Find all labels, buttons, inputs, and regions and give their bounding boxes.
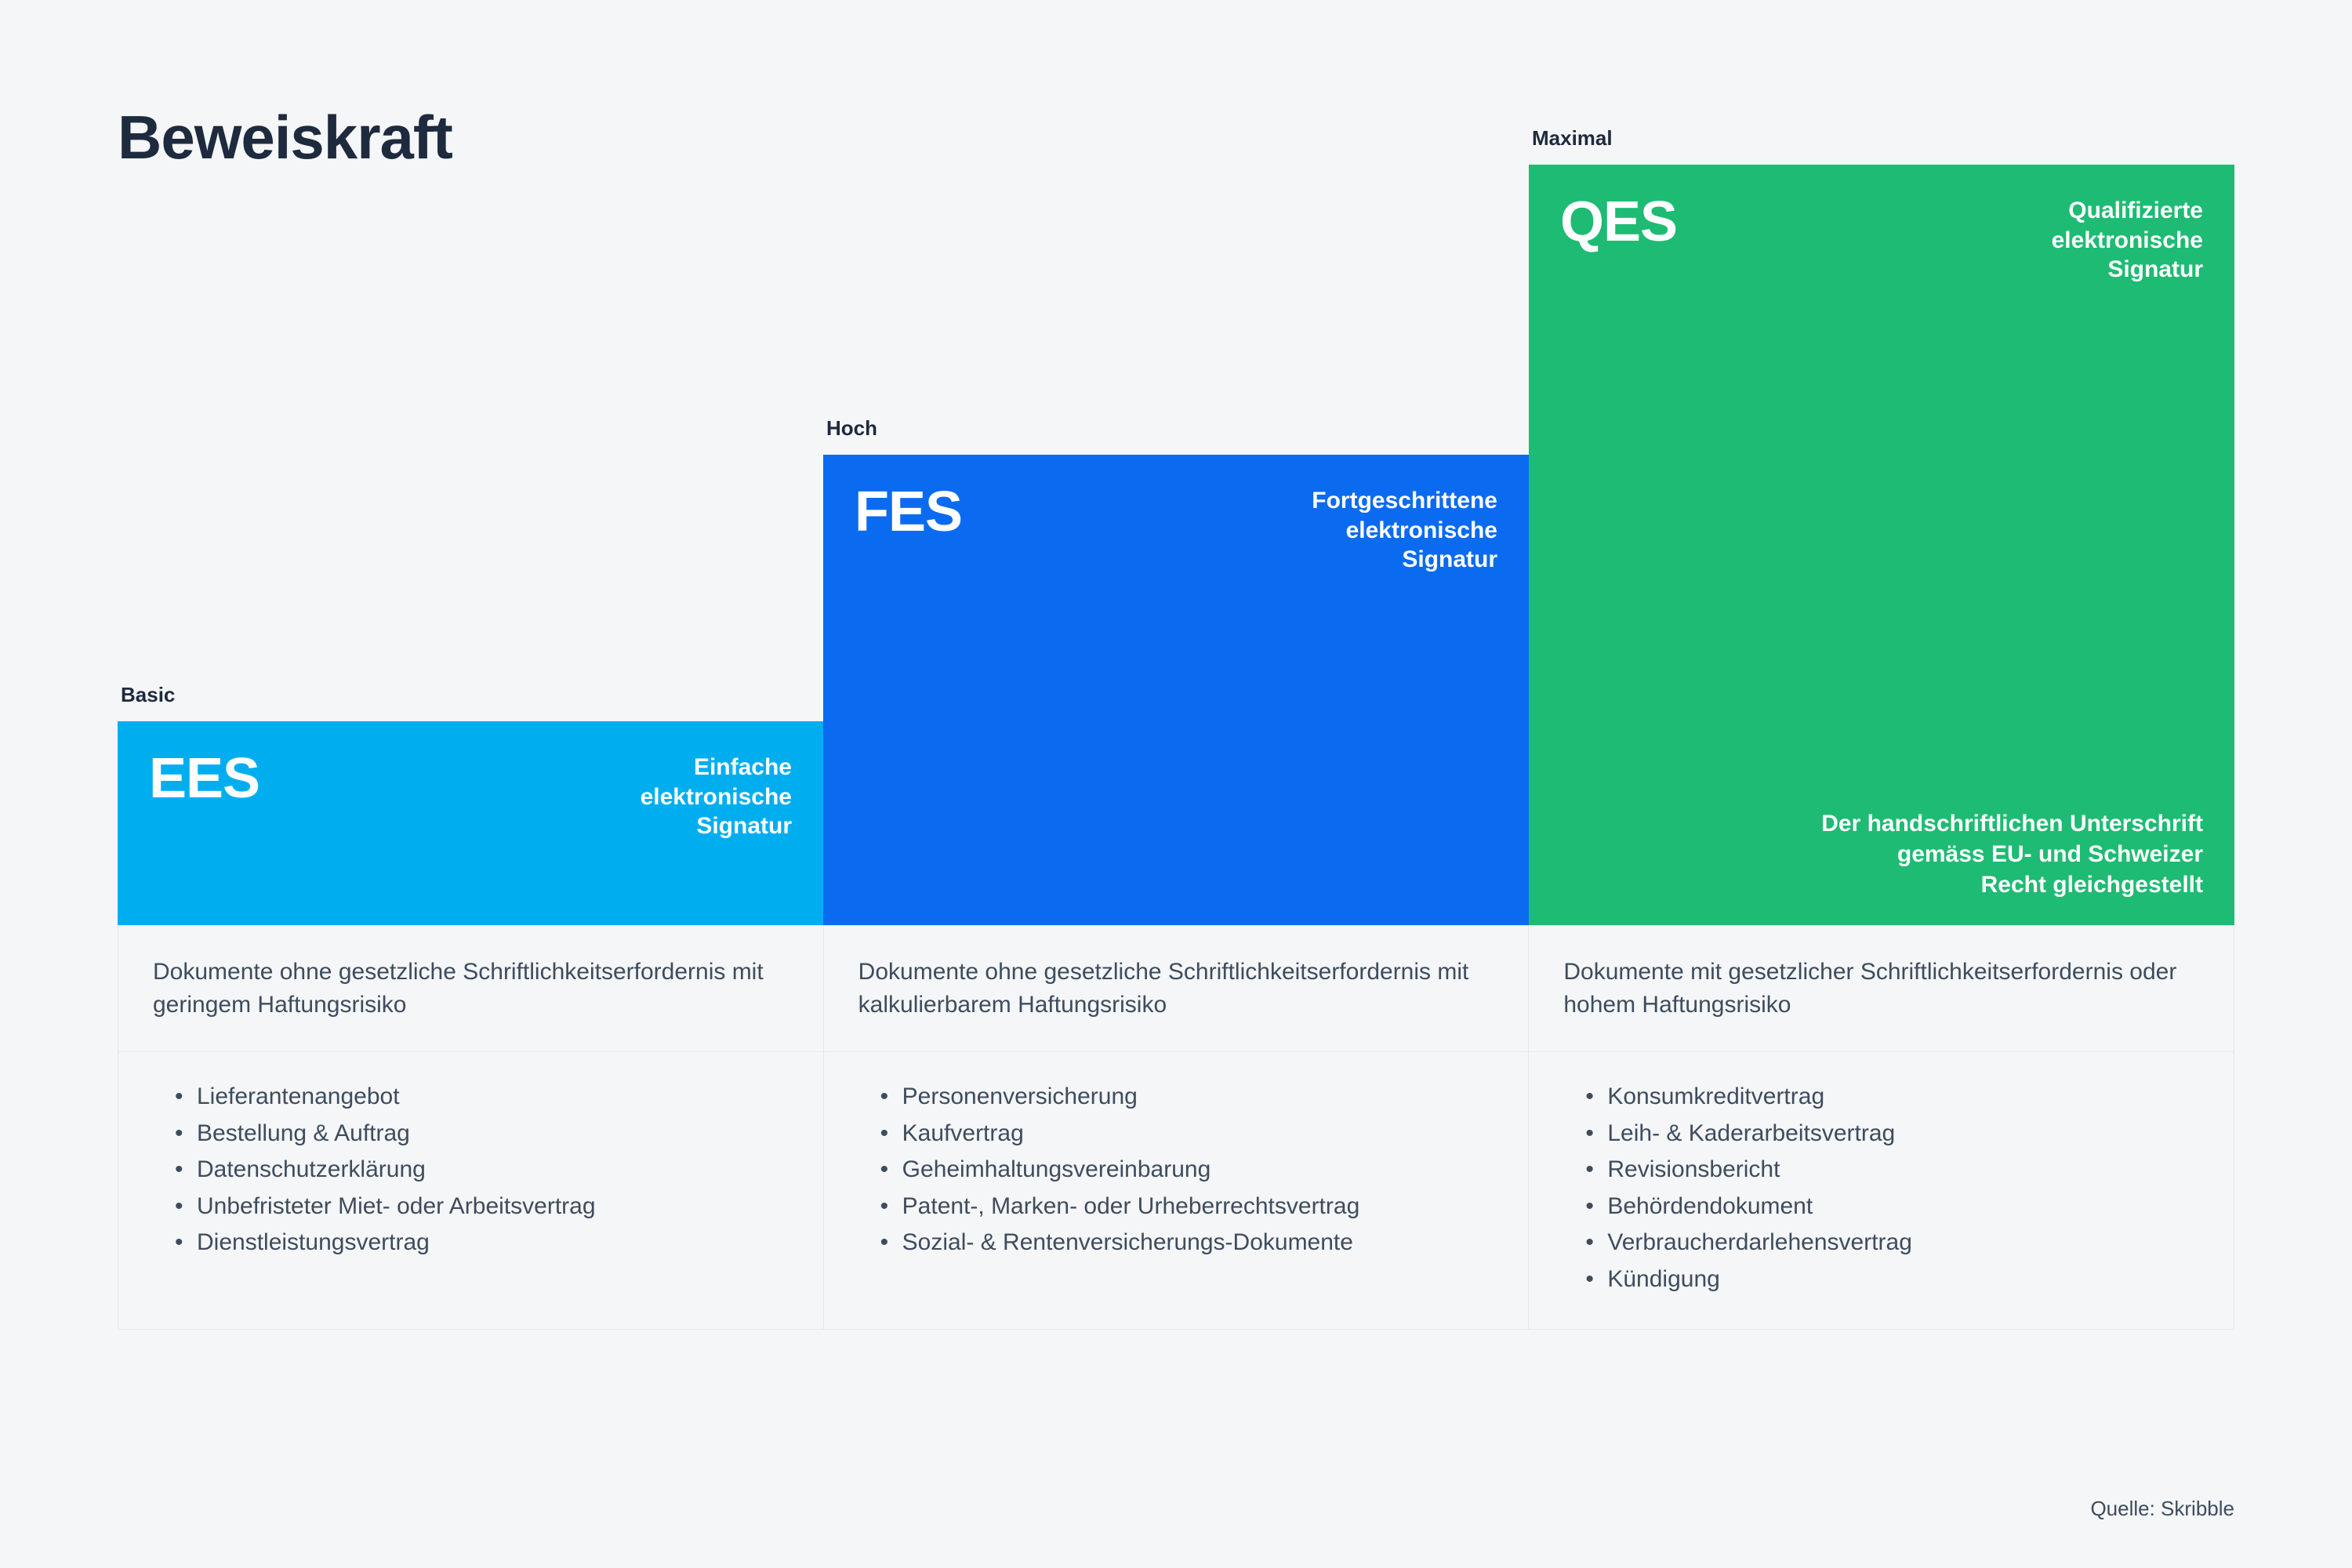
list-item: Lieferantenangebot [178,1079,789,1116]
list-item: Revisionsbericht [1588,1152,2199,1189]
examples-row: LieferantenangebotBestellung & AuftragDa… [118,1052,2234,1330]
qes-abbrev: QES [1560,190,1677,254]
list-item: Bestellung & Auftrag [178,1116,789,1152]
fes-description: Dokumente ohne gesetzliche Schriftlichke… [824,925,1530,1052]
level-label: Hoch [823,416,1529,441]
fes-block: FES FortgeschritteneelektronischeSignatu… [823,455,1529,925]
ees-examples: LieferantenangebotBestellung & AuftragDa… [118,1052,824,1330]
ees-abbrev: EES [149,746,260,811]
signature-bars: Basic EES EinfacheelektronischeSignatur … [118,126,2234,925]
list-item: Personenversicherung [884,1079,1494,1116]
qes-block: QES QualifizierteelektronischeSignatur D… [1529,165,2234,925]
qes-examples: KonsumkreditvertragLeih- & Kaderarbeitsv… [1529,1052,2234,1330]
block-header: EES EinfacheelektronischeSignatur [149,746,792,841]
list-item: Unbefristeter Miet- oder Arbeitsvertrag [178,1189,789,1225]
level-label: Basic [118,683,823,707]
block-header: FES FortgeschritteneelektronischeSignatu… [855,480,1497,575]
fes-examples: PersonenversicherungKaufvertragGeheimhal… [824,1052,1530,1330]
qes-fullname: QualifizierteelektronischeSignatur [2052,196,2203,285]
description-row: Dokumente ohne gesetzliche Schriftlichke… [118,925,2234,1052]
list-item: Kündigung [1588,1261,2199,1298]
ees-description: Dokumente ohne gesetzliche Schriftlichke… [118,925,824,1052]
list-item: Patent-, Marken- oder Urheberrechtsvertr… [884,1189,1494,1225]
list-item: Sozial- & Rentenversicherungs-Dokumente [884,1225,1494,1261]
list-item: Dienstleistungsvertrag [178,1225,789,1261]
list-item: Verbraucherdarlehensvertrag [1588,1225,2199,1261]
ees-fullname: EinfacheelektronischeSignatur [641,753,792,841]
list-item: Geheimhaltungsvereinbarung [884,1152,1494,1189]
list-item: Leih- & Kaderarbeitsvertrag [1588,1116,2199,1152]
list-item: Kaufvertrag [884,1116,1494,1152]
block-header: QES QualifizierteelektronischeSignatur [1560,190,2203,285]
level-label: Maximal [1529,126,2234,151]
source-label: Quelle: Skribble [2090,1497,2234,1521]
column-fes: Hoch FES FortgeschritteneelektronischeSi… [823,416,1529,925]
column-qes: Maximal QES QualifizierteelektronischeSi… [1529,126,2234,925]
column-ees: Basic EES EinfacheelektronischeSignatur [118,683,823,925]
list-item: Datenschutzerklärung [178,1152,789,1189]
list-item: Konsumkreditvertrag [1588,1079,2199,1116]
fes-fullname: FortgeschritteneelektronischeSignatur [1312,486,1497,575]
qes-description: Dokumente mit gesetzlicher Schriftlichke… [1529,925,2234,1052]
ees-block: EES EinfacheelektronischeSignatur [118,721,823,925]
qes-bottom-note: Der handschriftlichen Unterschriftgemäss… [1560,777,2203,900]
list-item: Behördendokument [1588,1189,2199,1225]
fes-abbrev: FES [855,480,962,544]
